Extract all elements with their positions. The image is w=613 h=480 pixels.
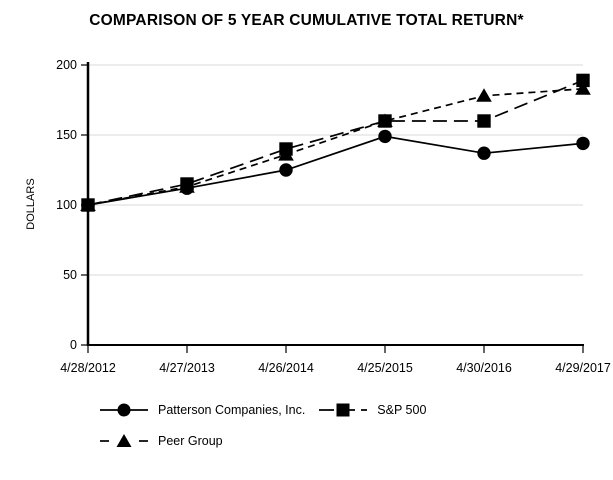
short-dash-line-triangle-marker-icon (100, 434, 148, 447)
legend-label-patterson: Patterson Companies, Inc. (158, 403, 306, 417)
series-line-circle (87, 135, 584, 206)
legend-item-patterson: Patterson Companies, Inc. (100, 402, 305, 418)
marker-square (576, 73, 590, 88)
dashed-line-square-marker-icon (319, 403, 368, 417)
legend-row-1: Patterson Companies, Inc. S&P 500 (100, 402, 426, 418)
marker-square (81, 198, 95, 212)
marker-square (279, 142, 293, 156)
legend-row-2: Peer Group (100, 433, 426, 449)
legend-item-sp500: S&P 500 (319, 402, 426, 418)
marker-square (378, 114, 392, 128)
marker-circle (576, 136, 590, 151)
legend-item-peer-group: Peer Group (100, 433, 223, 449)
marker-circle (477, 146, 491, 160)
series-line-triangle (87, 87, 584, 206)
marker-square (477, 114, 491, 128)
marker-triangle (476, 88, 492, 102)
y-axis-label: DOLLARS (25, 178, 37, 229)
y-tick-label-50: 50 (63, 268, 77, 282)
marker-square (180, 177, 194, 191)
x-tick-label-4: 4/30/2016 (456, 361, 512, 375)
y-tick-label-100: 100 (56, 198, 77, 212)
series-line-square (87, 79, 584, 206)
legend-label-sp500: S&P 500 (377, 403, 427, 417)
legend-label-peer-group: Peer Group (158, 434, 223, 448)
x-tick-label-2: 4/26/2014 (258, 361, 314, 375)
y-tick-label-150: 150 (56, 128, 77, 142)
marker-triangle (575, 81, 591, 95)
x-tick-label-1: 4/27/2013 (159, 361, 215, 375)
marker-circle (378, 129, 392, 144)
line-chart-plot-area: 0 50 100 150 200 4/28/2012 4/27/2013 4/26/2014 4… (25, 58, 611, 375)
y-tick-label-200: 200 (56, 58, 77, 72)
solid-line-circle-marker-icon (100, 403, 148, 417)
x-tick-label-3: 4/25/2015 (357, 361, 413, 375)
y-tick-label-0: 0 (70, 338, 77, 352)
chart-legend: Patterson Companies, Inc. S&P 500 Peer G… (100, 402, 426, 449)
chart-title: COMPARISON OF 5 YEAR CUMULATIVE TOTAL RE… (89, 12, 524, 29)
x-tick-label-0: 4/28/2012 (60, 361, 116, 375)
x-tick-label-5: 4/29/2017 (555, 361, 611, 375)
marker-circle (279, 163, 293, 177)
